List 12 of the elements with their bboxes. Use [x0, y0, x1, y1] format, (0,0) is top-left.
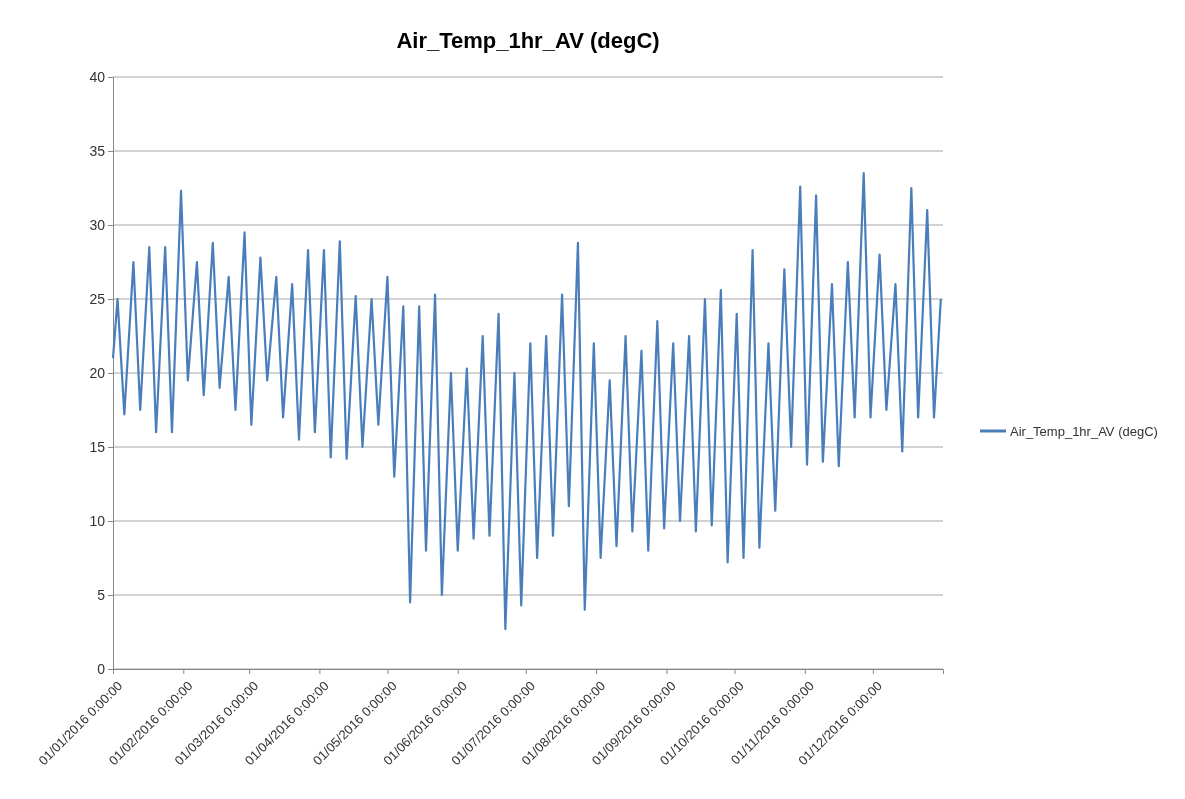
- y-tick-label: 40: [89, 68, 106, 85]
- chart-title: Air_Temp_1hr_AV (degC): [396, 28, 660, 53]
- y-tick-label: 5: [97, 586, 106, 603]
- y-tick-label: 20: [89, 364, 106, 381]
- legend-label: Air_Temp_1hr_AV (degC): [1010, 424, 1158, 439]
- y-tick-label: 25: [89, 290, 106, 307]
- y-tick-label: 15: [89, 438, 106, 455]
- line-series: [111, 172, 942, 631]
- y-tick-label: 35: [89, 142, 106, 159]
- y-tick-label: 0: [97, 660, 106, 677]
- y-tick-label: 30: [89, 216, 106, 233]
- y-tick-label: 10: [89, 512, 106, 529]
